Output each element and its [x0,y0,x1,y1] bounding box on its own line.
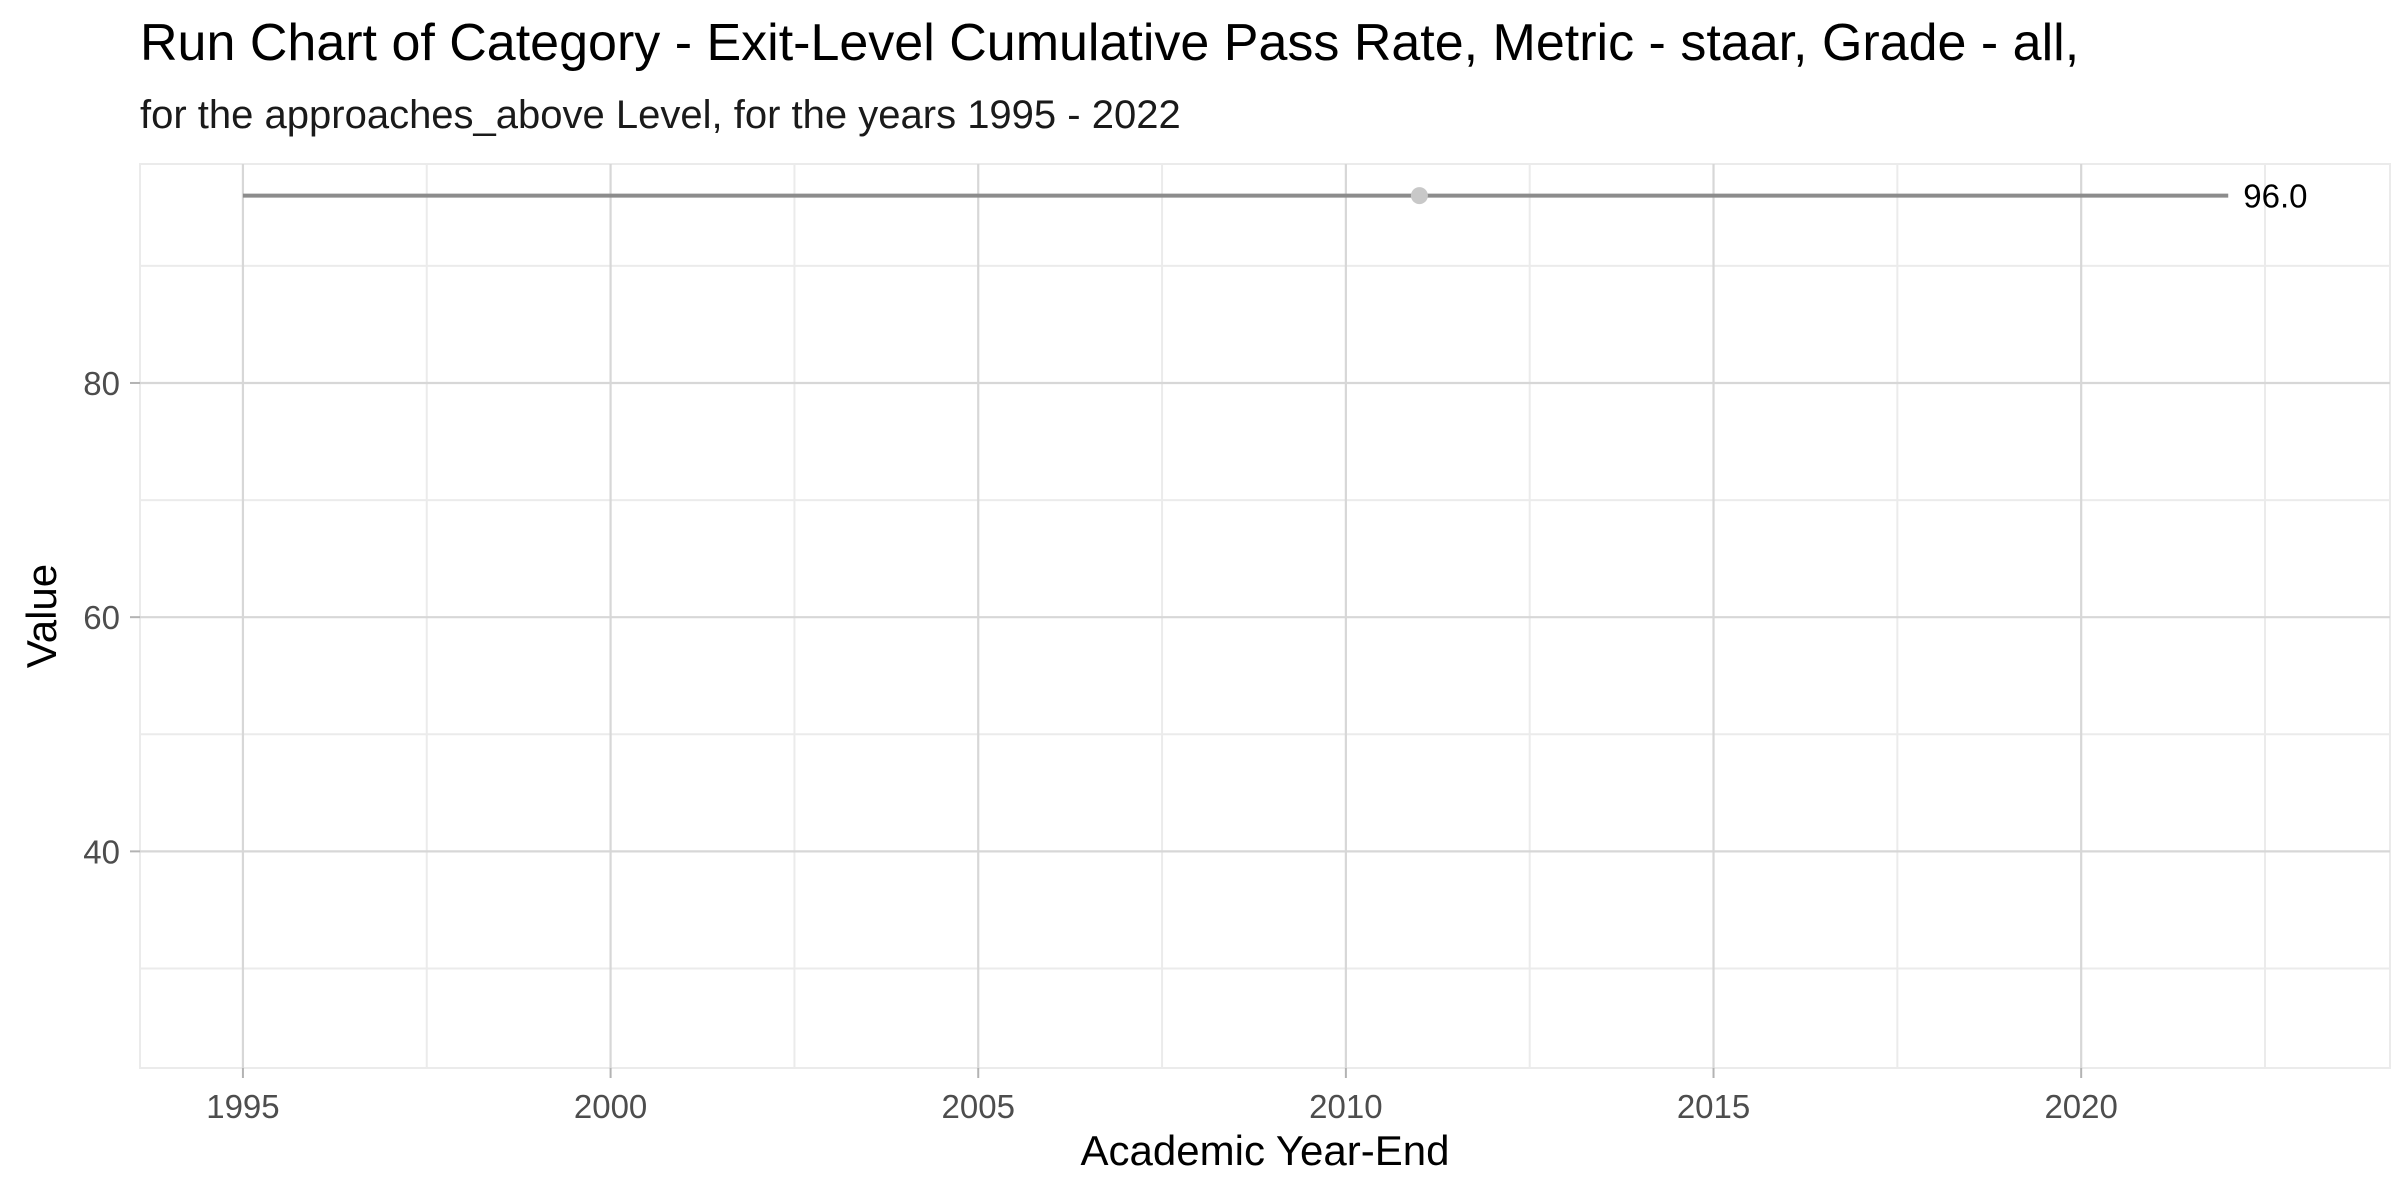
major-grid [140,164,2390,1068]
point-layer [1410,187,1428,205]
x-axis: 1995 2000 2005 2010 2015 2020 [206,1068,2118,1125]
x-tick-label-3: 2010 [1309,1088,1382,1125]
x-tick-label-1: 2000 [574,1088,647,1125]
y-tick-label-2: 80 [83,365,120,402]
x-axis-title: Academic Year-End [1081,1127,1450,1174]
chart-subtitle: for the approaches_above Level, for the … [140,93,1181,137]
minor-grid [140,164,2390,1068]
plot-panel [139,163,2391,1069]
y-tick-label-0: 40 [83,833,120,870]
x-tick-label-0: 1995 [206,1088,279,1125]
data-point-0 [1410,187,1428,205]
x-tick-label-4: 2015 [1677,1088,1750,1125]
y-axis: 40 60 80 [83,365,140,870]
x-tick-label-2: 2005 [942,1088,1015,1125]
y-tick-label-1: 60 [83,599,120,636]
chart-title: Run Chart of Category - Exit-Level Cumul… [140,14,2079,72]
annotation-layer: 96.0 [2243,178,2307,215]
value-label-0: 96.0 [2243,178,2307,215]
y-axis-title: Value [18,564,65,668]
x-tick-label-5: 2020 [2044,1088,2117,1125]
